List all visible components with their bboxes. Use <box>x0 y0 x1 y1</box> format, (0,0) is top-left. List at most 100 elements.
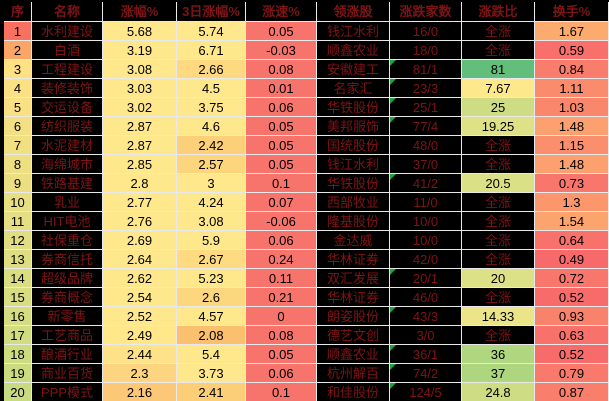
speed-pct-cell: 0.05 <box>246 136 317 155</box>
seq-cell: 5 <box>4 98 32 117</box>
leader-stock-cell: 德艺文创 <box>317 326 390 345</box>
change-pct-cell: 2.8 <box>103 174 177 193</box>
change3d-pct-cell: 2.42 <box>177 136 246 155</box>
turnover-pct-cell: 1.15 <box>535 136 609 155</box>
corner-marker-icon <box>390 60 396 66</box>
table-row[interactable]: 9 铁路基建 2.8 3 0.1 华铁股份 41/2 20.5 0.73 <box>4 174 609 193</box>
advancers-decliners-cell: 77/4 <box>390 117 462 136</box>
seq-cell: 14 <box>4 269 32 288</box>
leader-stock-cell: 隆基股份 <box>317 212 390 231</box>
advancers-decliners-cell: 46/0 <box>390 288 462 307</box>
table-row[interactable]: 8 海绵城市 2.85 2.57 0.05 钱江水利 37/0 全涨 1.48 <box>4 155 609 174</box>
advancers-decliners-cell: 10/0 <box>390 212 462 231</box>
turnover-pct-cell: 1.48 <box>535 155 609 174</box>
change3d-pct-cell: 5.9 <box>177 231 246 250</box>
change3d-pct-cell: 3.73 <box>177 364 246 383</box>
change3d-pct-cell: 4.6 <box>177 117 246 136</box>
change-pct-cell: 2.87 <box>103 117 177 136</box>
leader-stock-cell: 朗姿股份 <box>317 307 390 326</box>
leader-stock-cell: 钱江水利 <box>317 155 390 174</box>
advancers-decliners-cell: 25/1 <box>390 98 462 117</box>
table-row[interactable]: 12 社保重仓 2.69 5.9 0.06 金达威 10/0 全涨 0.64 <box>4 231 609 250</box>
change-pct-cell: 2.64 <box>103 250 177 269</box>
change3d-pct-cell: 2.6 <box>177 288 246 307</box>
corner-marker-icon <box>390 345 396 351</box>
column-header-ratio[interactable]: 涨跌比 <box>462 2 535 22</box>
change-pct-cell: 2.49 <box>103 326 177 345</box>
table-row[interactable]: 7 水泥建材 2.87 2.42 0.05 国统股份 48/0 全涨 1.15 <box>4 136 609 155</box>
table-row[interactable]: 11 HIT电池 2.76 3.08 -0.06 隆基股份 10/0 全涨 1.54 <box>4 212 609 231</box>
column-header-leader[interactable]: 领涨股 <box>317 2 390 22</box>
table-header-row: 序名称 涨幅% 3日涨幅% 涨速% 领涨股 涨跌家数 涨跌比 换手% <box>4 2 609 22</box>
change3d-pct-cell: 2.67 <box>177 250 246 269</box>
seq-cell: 17 <box>4 326 32 345</box>
change-pct-cell: 2.54 <box>103 288 177 307</box>
speed-pct-cell: 0.05 <box>246 22 317 41</box>
column-header-seq[interactable]: 序 <box>4 2 32 22</box>
updown-ratio-cell: 全涨 <box>462 250 535 269</box>
leader-stock-cell: 和佳股份 <box>317 383 390 401</box>
speed-pct-cell: 0.21 <box>246 288 317 307</box>
sector-name-cell: HIT电池 <box>32 212 103 231</box>
change3d-pct-cell: 2.57 <box>177 155 246 174</box>
seq-cell: 8 <box>4 155 32 174</box>
column-header-change[interactable]: 涨幅% <box>103 2 177 22</box>
seq-cell: 16 <box>4 307 32 326</box>
table-row[interactable]: 6 纺织服装 2.87 4.6 0.05 美邦服饰 77/4 19.25 1.48 <box>4 117 609 136</box>
table-row[interactable]: 19 商业百货 2.3 3.73 0.06 杭州解百 74/2 37 0.79 <box>4 364 609 383</box>
sector-name-cell: 纺织服装 <box>32 117 103 136</box>
updown-ratio-cell: 20.5 <box>462 174 535 193</box>
turnover-pct-cell: 0.79 <box>535 364 609 383</box>
table-row[interactable]: 3 工程建设 3.08 2.66 0.08 安徽建工 81/1 81 0.84 <box>4 60 609 79</box>
table-row[interactable]: 13 券商信托 2.64 2.67 0.24 华林证券 42/0 全涨 0.49 <box>4 250 609 269</box>
column-header-turnover[interactable]: 换手% <box>535 2 609 22</box>
corner-marker-icon <box>390 98 396 104</box>
change-pct-cell: 2.3 <box>103 364 177 383</box>
sector-name-cell: 新零售 <box>32 307 103 326</box>
change3d-pct-cell: 2.08 <box>177 326 246 345</box>
turnover-pct-cell: 0.59 <box>535 41 609 60</box>
change3d-pct-cell: 5.74 <box>177 22 246 41</box>
advancers-decliners-cell: 23/3 <box>390 79 462 98</box>
column-header-updown[interactable]: 涨跌家数 <box>390 2 462 22</box>
table-row[interactable]: 1 水利建设 5.68 5.74 0.05 钱江水利 16/0 全涨 1.67 <box>4 22 609 41</box>
corner-marker-icon <box>390 269 396 275</box>
table-row[interactable]: 15 券商概念 2.54 2.6 0.21 华林证券 46/0 全涨 0.52 <box>4 288 609 307</box>
leader-stock-cell: 双汇发展 <box>317 269 390 288</box>
table-row[interactable]: 14 超级品牌 2.62 5.23 0.11 双汇发展 20/1 20 0.72 <box>4 269 609 288</box>
updown-ratio-cell: 全涨 <box>462 288 535 307</box>
column-header-change3d[interactable]: 3日涨幅% <box>177 2 246 22</box>
speed-pct-cell: 0.05 <box>246 345 317 364</box>
turnover-pct-cell: 0.52 <box>535 288 609 307</box>
table-row[interactable]: 5 交运设备 3.02 3.75 0.06 华铁股份 25/1 25 1.03 <box>4 98 609 117</box>
turnover-pct-cell: 1.11 <box>535 79 609 98</box>
table-row[interactable]: 20 PPP模式 2.16 2.41 0.1 和佳股份 124/5 24.8 0.87 <box>4 383 609 401</box>
advancers-decliners-cell: 11/0 <box>390 193 462 212</box>
seq-cell: 18 <box>4 345 32 364</box>
table-row[interactable]: 17 工艺商品 2.49 2.08 0.08 德艺文创 3/0 全涨 0.63 <box>4 326 609 345</box>
table-row[interactable]: 2 白酒 3.19 6.71 -0.03 顺鑫农业 18/0 全涨 0.59 <box>4 41 609 60</box>
speed-pct-cell: 0.01 <box>246 79 317 98</box>
seq-cell: 13 <box>4 250 32 269</box>
change-pct-cell: 2.44 <box>103 345 177 364</box>
updown-ratio-cell: 全涨 <box>462 136 535 155</box>
advancers-decliners-cell: 37/0 <box>390 155 462 174</box>
change3d-pct-cell: 3 <box>177 174 246 193</box>
table-row[interactable]: 16 新零售 2.52 4.57 0 朗姿股份 43/3 14.33 0.93 <box>4 307 609 326</box>
leader-stock-cell: 顺鑫农业 <box>317 345 390 364</box>
change3d-pct-cell: 4.5 <box>177 79 246 98</box>
speed-pct-cell: 0.05 <box>246 117 317 136</box>
sector-name-cell: 酿酒行业 <box>32 345 103 364</box>
updown-ratio-cell: 全涨 <box>462 41 535 60</box>
speed-pct-cell: 0.1 <box>246 174 317 193</box>
table-row[interactable]: 10 乳业 2.77 4.24 0.07 西部牧业 11/0 全涨 1.3 <box>4 193 609 212</box>
table-row[interactable]: 4 装修装饰 3.03 4.5 0.01 名家汇 23/3 7.67 1.11 <box>4 79 609 98</box>
table-row[interactable]: 18 酿酒行业 2.44 5.4 0.05 顺鑫农业 36/1 36 0.52 <box>4 345 609 364</box>
advancers-decliners-cell: 18/0 <box>390 41 462 60</box>
column-header-name[interactable]: 名称 <box>32 2 103 22</box>
column-header-speed[interactable]: 涨速% <box>246 2 317 22</box>
leader-stock-cell: 金达威 <box>317 231 390 250</box>
leader-stock-cell: 杭州解百 <box>317 364 390 383</box>
sector-name-cell: PPP模式 <box>32 383 103 401</box>
turnover-pct-cell: 1.67 <box>535 22 609 41</box>
